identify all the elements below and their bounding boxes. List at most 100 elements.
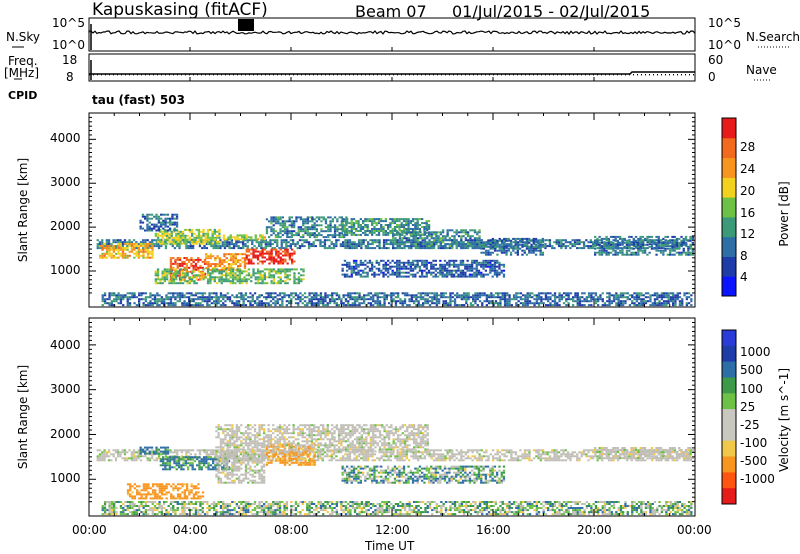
power-cell <box>101 296 104 299</box>
power-cell <box>393 273 397 276</box>
power-cell <box>423 222 426 225</box>
power-cell <box>452 259 456 262</box>
power-cell <box>486 265 490 268</box>
power-cell <box>322 298 325 301</box>
power-cell <box>427 261 431 264</box>
power-cell <box>181 260 184 263</box>
power-cell <box>276 294 279 297</box>
power-cell <box>617 302 620 305</box>
power-cell <box>369 296 373 299</box>
power-cell <box>565 292 568 295</box>
power-cell <box>416 271 419 274</box>
power-cell <box>338 304 341 307</box>
power-cell <box>269 304 273 307</box>
power-cell <box>343 224 346 227</box>
nave-dot <box>253 74 254 76</box>
power-cell <box>154 278 157 281</box>
power-cell <box>110 245 113 248</box>
nave-dot <box>361 74 362 76</box>
power-cell <box>274 218 278 221</box>
power-cell <box>583 304 586 307</box>
power-cell <box>534 243 538 246</box>
power-cell <box>188 236 191 239</box>
power-cell <box>357 230 360 232</box>
power-cell <box>463 294 466 297</box>
power-cell <box>637 245 640 248</box>
power-cell <box>234 274 237 277</box>
power-cell <box>486 263 490 266</box>
power-cell <box>502 273 506 276</box>
power-cell <box>130 242 134 245</box>
power-cell <box>648 245 651 248</box>
power-cell <box>506 294 509 297</box>
power-cell <box>432 237 436 240</box>
power-cell <box>157 245 161 248</box>
power-cell <box>270 220 273 223</box>
nave-dot <box>505 74 506 76</box>
power-cell <box>534 247 538 250</box>
power-cell <box>285 304 288 307</box>
power-cell <box>122 304 125 307</box>
power-cell <box>372 300 375 303</box>
power-cell <box>508 302 511 305</box>
power-cell <box>673 235 676 238</box>
power-cell <box>442 294 445 297</box>
power-cell <box>225 278 228 281</box>
power-cell <box>649 298 652 301</box>
power-cell <box>425 231 428 234</box>
power-cell <box>170 230 173 233</box>
power-cell <box>304 222 307 225</box>
power-cell <box>355 233 358 236</box>
power-cell <box>237 241 240 244</box>
power-cell <box>682 239 685 242</box>
power-cell <box>601 298 604 301</box>
power-cell <box>165 294 168 297</box>
power-cell <box>382 228 385 230</box>
nave-dot <box>181 74 182 76</box>
power-cell <box>179 236 182 239</box>
power-cell <box>678 241 681 244</box>
power-cell <box>238 304 241 307</box>
power-cell <box>547 296 550 299</box>
power-cell <box>243 234 246 237</box>
power-cell <box>272 280 276 283</box>
power-cell <box>333 234 337 237</box>
power-cell <box>121 241 124 244</box>
power-cell <box>514 243 517 246</box>
power-cell <box>414 235 417 238</box>
power-cell <box>103 242 106 245</box>
power-cell <box>344 304 348 307</box>
power-cell <box>186 228 189 231</box>
nave-dot <box>305 74 306 76</box>
power-cell <box>402 267 406 270</box>
power-cell <box>310 296 313 299</box>
power-cell <box>471 245 474 248</box>
power-cell <box>648 235 651 238</box>
power-cell <box>283 228 287 231</box>
power-cell <box>193 240 196 243</box>
power-cell <box>249 300 252 303</box>
power-cell <box>514 239 517 242</box>
power-cell <box>567 296 570 299</box>
power-cell <box>119 241 122 244</box>
power-cell <box>551 304 554 307</box>
power-cell <box>279 282 282 285</box>
power-cell <box>276 241 279 244</box>
power-cell <box>237 253 240 256</box>
power-cell <box>463 296 466 299</box>
power-cell <box>306 234 309 237</box>
power-cell <box>480 239 483 242</box>
power-cell <box>441 269 444 272</box>
power-cell <box>330 243 333 246</box>
power-cell <box>220 278 223 281</box>
power-cell <box>633 298 636 301</box>
power-cell <box>169 223 172 226</box>
power-cell <box>326 247 329 250</box>
power-cell <box>156 234 160 237</box>
power-cell <box>448 247 452 250</box>
power-cell <box>347 300 350 303</box>
velocity-cell <box>130 453 133 456</box>
power-cell <box>259 278 262 281</box>
power-cell <box>389 265 392 268</box>
power-cell <box>594 251 597 254</box>
